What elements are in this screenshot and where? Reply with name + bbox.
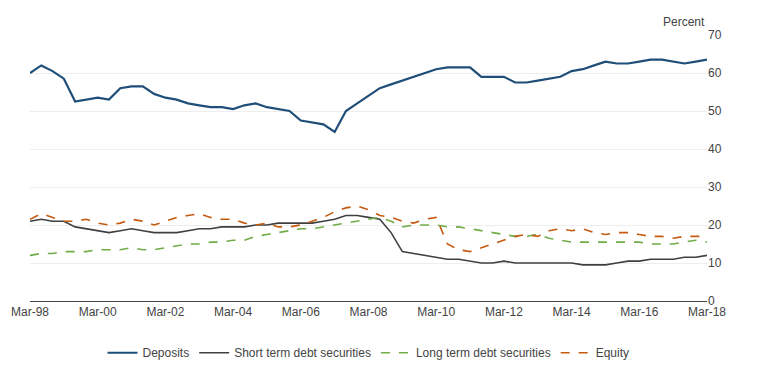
svg-text:Equity: Equity [596,346,629,360]
svg-text:Short term debt securities: Short term debt securities [234,346,371,360]
svg-text:Percent: Percent [663,15,705,29]
svg-text:Mar-16: Mar-16 [620,305,658,319]
svg-text:Long term debt securities: Long term debt securities [416,346,551,360]
svg-text:Mar-00: Mar-00 [79,305,117,319]
svg-text:Mar-06: Mar-06 [282,305,320,319]
svg-text:Mar-98: Mar-98 [11,305,49,319]
svg-text:Mar-12: Mar-12 [485,305,523,319]
svg-text:Mar-10: Mar-10 [417,305,455,319]
svg-text:10: 10 [708,256,722,270]
svg-text:Deposits: Deposits [143,346,190,360]
svg-text:30: 30 [708,180,722,194]
svg-text:Mar-04: Mar-04 [214,305,252,319]
svg-text:50: 50 [708,104,722,118]
svg-text:Mar-02: Mar-02 [146,305,184,319]
svg-text:70: 70 [708,28,722,42]
svg-text:Mar-18: Mar-18 [688,305,726,319]
svg-text:Mar-08: Mar-08 [349,305,387,319]
svg-text:Mar-14: Mar-14 [553,305,591,319]
svg-text:40: 40 [708,142,722,156]
svg-text:20: 20 [708,218,722,232]
svg-text:60: 60 [708,66,722,80]
svg-text:0: 0 [708,294,715,308]
